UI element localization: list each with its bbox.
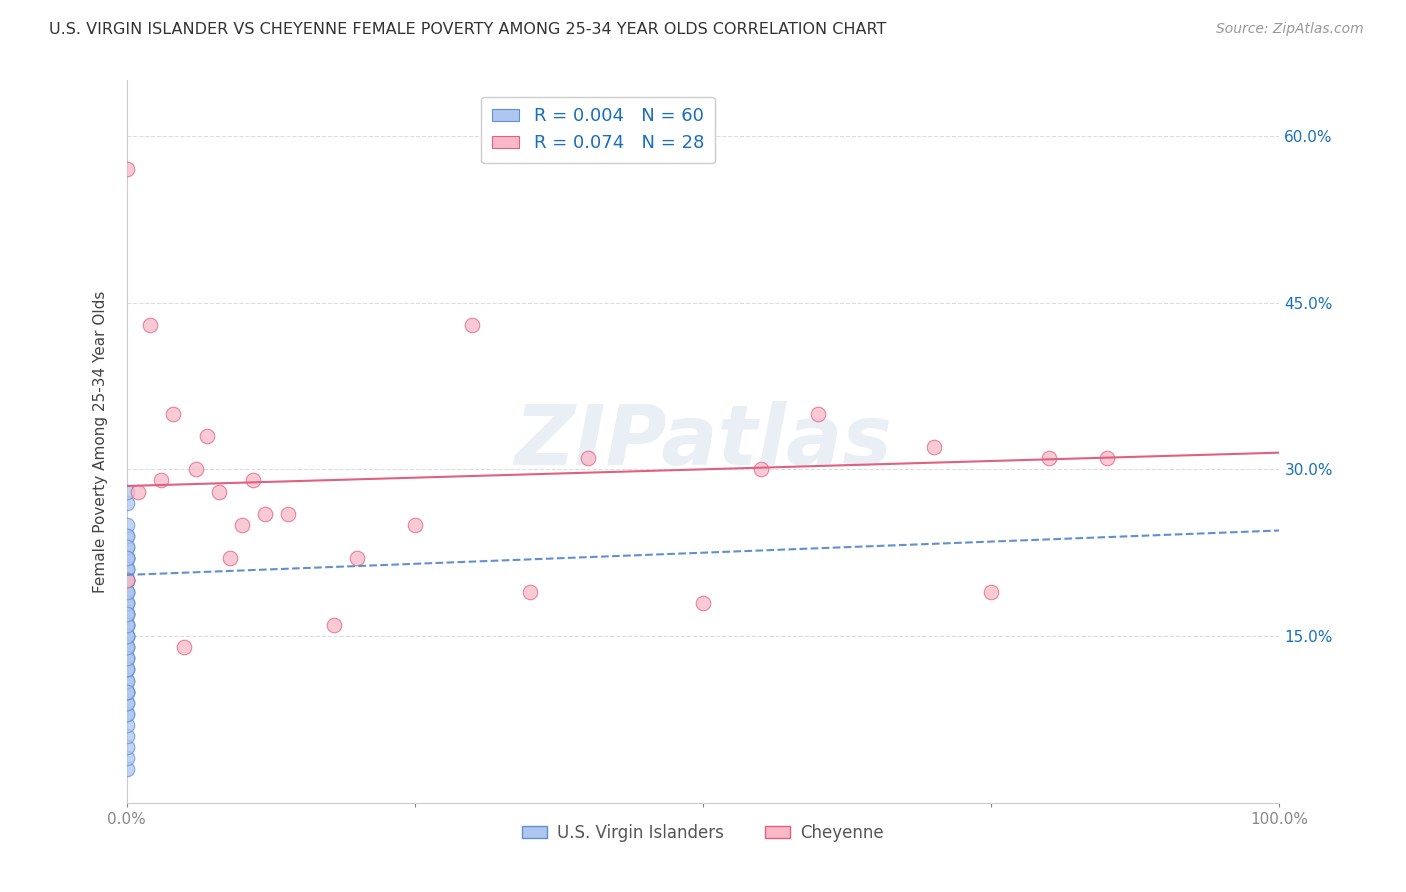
Point [115, 629, 138, 643]
Point [692, 596, 714, 610]
Point [323, 618, 346, 632]
Point [576, 451, 599, 466]
Point [195, 429, 218, 443]
Point [115, 706, 138, 721]
Point [115, 662, 138, 676]
Point [115, 574, 138, 588]
Point [150, 474, 173, 488]
Point [519, 584, 541, 599]
Point [115, 551, 138, 566]
Point [115, 596, 138, 610]
Point [184, 462, 207, 476]
Point [115, 584, 138, 599]
Point [1095, 451, 1118, 466]
Point [138, 318, 160, 332]
Legend: U.S. Virgin Islanders, Cheyenne: U.S. Virgin Islanders, Cheyenne [515, 817, 891, 848]
Point [115, 618, 138, 632]
Point [253, 507, 276, 521]
Point [115, 584, 138, 599]
Point [115, 696, 138, 710]
Point [115, 607, 138, 621]
Point [277, 507, 299, 521]
Point [115, 574, 138, 588]
Point [115, 696, 138, 710]
Point [115, 551, 138, 566]
Point [115, 684, 138, 698]
Point [115, 529, 138, 543]
Point [115, 651, 138, 665]
Point [115, 651, 138, 665]
Point [115, 574, 138, 588]
Point [115, 684, 138, 698]
Point [242, 474, 264, 488]
Point [115, 629, 138, 643]
Point [115, 496, 138, 510]
Point [115, 484, 138, 499]
Point [115, 718, 138, 732]
Point [115, 673, 138, 688]
Point [115, 562, 138, 576]
Point [208, 484, 231, 499]
Point [115, 529, 138, 543]
Point [980, 584, 1002, 599]
Point [115, 684, 138, 698]
Point [115, 629, 138, 643]
Point [115, 751, 138, 765]
Point [115, 684, 138, 698]
Point [115, 618, 138, 632]
Y-axis label: Female Poverty Among 25-34 Year Olds: Female Poverty Among 25-34 Year Olds [93, 291, 108, 592]
Point [115, 574, 138, 588]
Point [115, 662, 138, 676]
Point [461, 318, 484, 332]
Point [115, 629, 138, 643]
Point [404, 517, 426, 532]
Point [115, 729, 138, 743]
Point [115, 607, 138, 621]
Point [115, 596, 138, 610]
Point [115, 607, 138, 621]
Point [115, 740, 138, 755]
Point [231, 517, 253, 532]
Point [115, 540, 138, 554]
Text: Source: ZipAtlas.com: Source: ZipAtlas.com [1216, 22, 1364, 37]
Point [115, 540, 138, 554]
Point [115, 562, 138, 576]
Point [115, 706, 138, 721]
Point [173, 640, 195, 655]
Point [115, 651, 138, 665]
Point [115, 607, 138, 621]
Point [115, 162, 138, 177]
Point [115, 640, 138, 655]
Point [115, 562, 138, 576]
Point [1038, 451, 1060, 466]
Text: ZIPatlas: ZIPatlas [515, 401, 891, 482]
Point [115, 596, 138, 610]
Point [115, 574, 138, 588]
Point [115, 551, 138, 566]
Point [115, 763, 138, 777]
Point [115, 551, 138, 566]
Point [127, 484, 149, 499]
Point [115, 673, 138, 688]
Point [115, 584, 138, 599]
Point [807, 407, 830, 421]
Point [115, 640, 138, 655]
Point [922, 440, 945, 454]
Point [115, 618, 138, 632]
Point [115, 517, 138, 532]
Point [115, 640, 138, 655]
Text: U.S. VIRGIN ISLANDER VS CHEYENNE FEMALE POVERTY AMONG 25-34 YEAR OLDS CORRELATIO: U.S. VIRGIN ISLANDER VS CHEYENNE FEMALE … [49, 22, 887, 37]
Point [115, 662, 138, 676]
Point [346, 551, 368, 566]
Point [749, 462, 772, 476]
Point [162, 407, 184, 421]
Point [115, 618, 138, 632]
Point [219, 551, 242, 566]
